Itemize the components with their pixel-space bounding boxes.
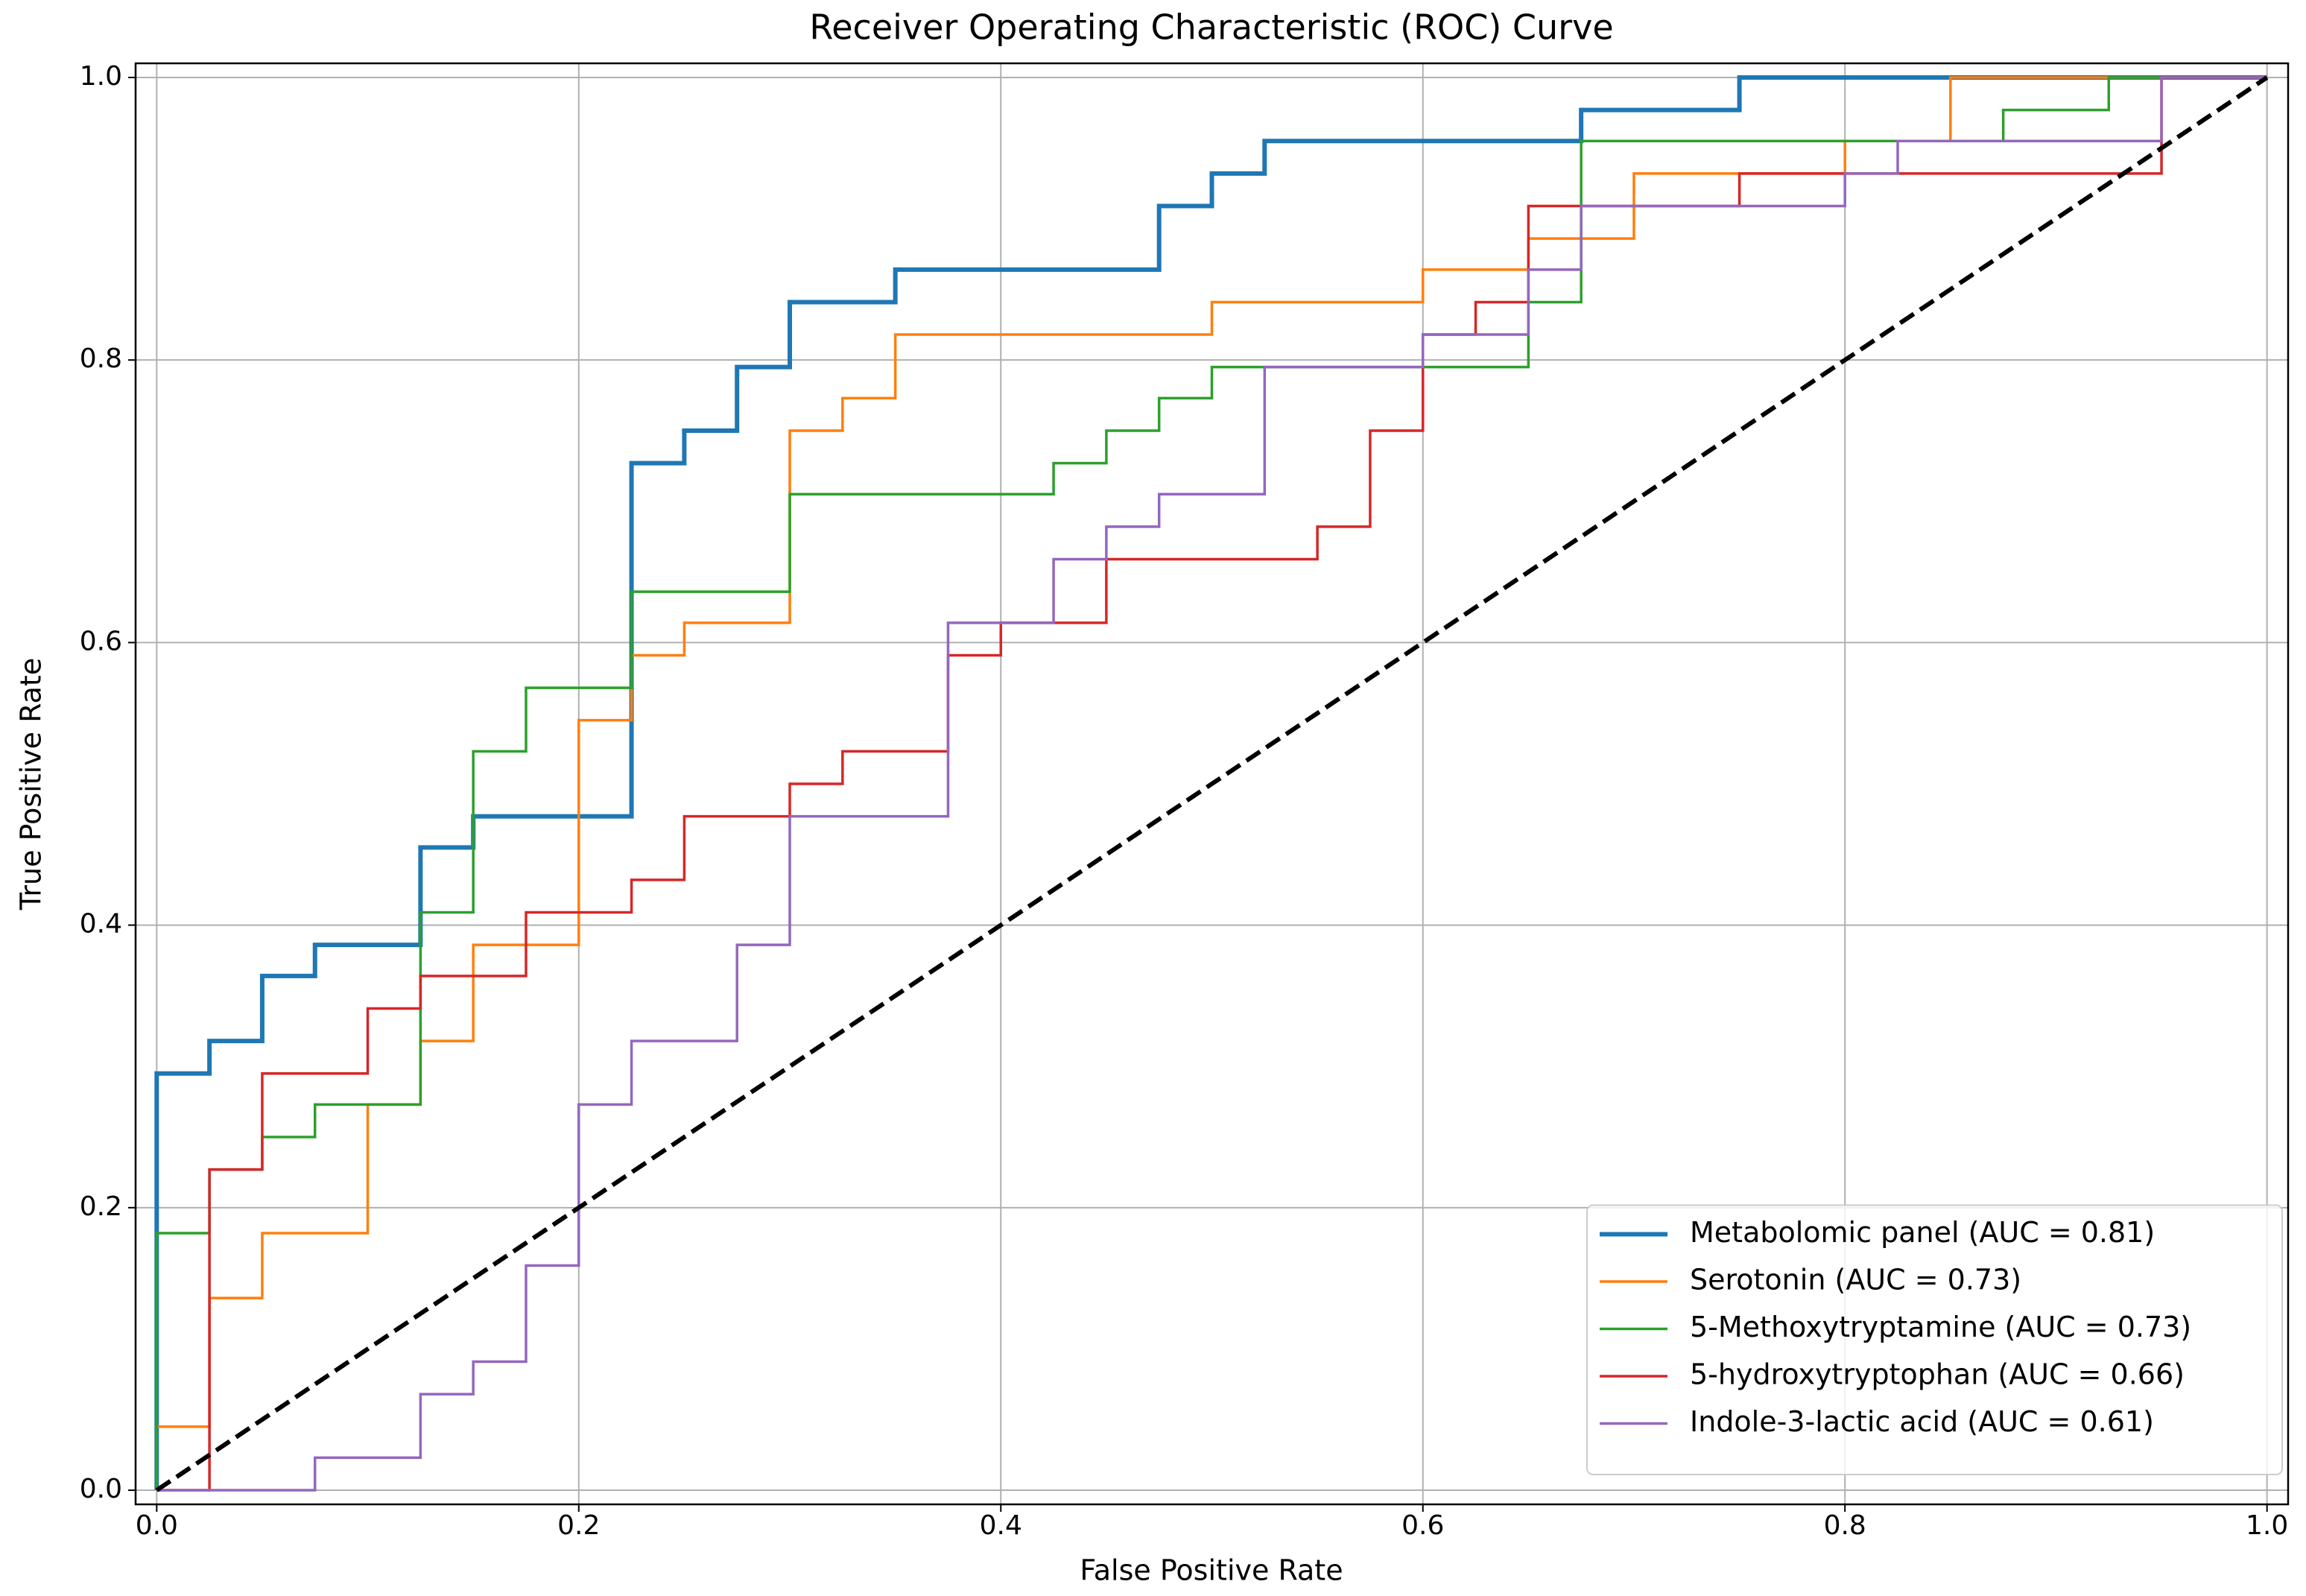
chart-title: Receiver Operating Characteristic (ROC) … <box>809 7 1613 48</box>
y-tick-label: 0.0 <box>80 1474 122 1504</box>
legend-label: 5-hydroxytryptophan (AUC = 0.66) <box>1690 1358 2185 1391</box>
roc-line <box>156 76 2267 1492</box>
reference-line <box>155 75 2269 1492</box>
x-axis-label: False Positive Rate <box>1080 1554 1343 1587</box>
x-tick-label: 0.2 <box>557 1510 600 1541</box>
y-tick-label: 0.8 <box>80 343 122 374</box>
legend-label: 5-Methoxytryptamine (AUC = 0.73) <box>1690 1311 2191 1343</box>
y-tick-label: 1.0 <box>80 61 122 92</box>
y-axis-label: True Positive Rate <box>15 658 48 911</box>
legend-label: Metabolomic panel (AUC = 0.81) <box>1690 1216 2155 1249</box>
x-tick-label: 1.0 <box>2246 1510 2288 1541</box>
x-tick-label: 0.8 <box>1824 1510 1866 1541</box>
axes-frame <box>134 62 2290 1506</box>
y-tick-label: 0.2 <box>80 1191 122 1222</box>
legend-label: Indole-3-lactic acid (AUC = 0.61) <box>1690 1405 2154 1438</box>
y-tick-label: 0.6 <box>80 626 122 656</box>
roc-line <box>155 76 2267 1491</box>
x-tick-label: 0.6 <box>1401 1510 1444 1541</box>
legend-box <box>1586 1204 2283 1475</box>
legend-label: Serotonin (AUC = 0.73) <box>1690 1264 2021 1296</box>
x-tick-label: 0.0 <box>136 1510 178 1541</box>
y-tick-label: 0.4 <box>80 909 122 940</box>
x-tick-label: 0.4 <box>980 1510 1022 1541</box>
roc-line <box>154 75 2267 1491</box>
